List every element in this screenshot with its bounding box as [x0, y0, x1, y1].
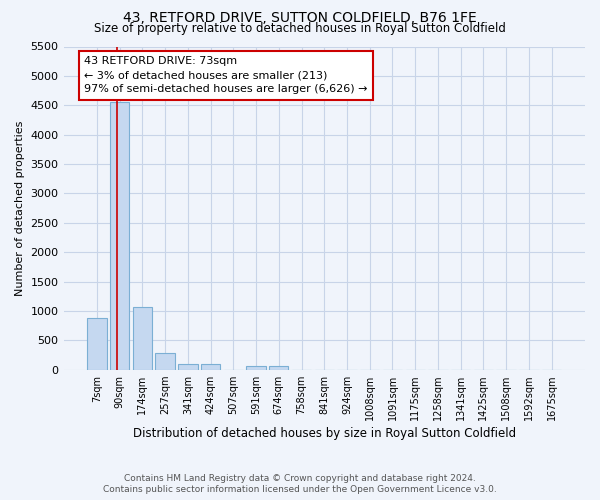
- Bar: [247, 366, 266, 370]
- Text: Size of property relative to detached houses in Royal Sutton Coldfield: Size of property relative to detached ho…: [94, 22, 506, 35]
- Bar: [178, 364, 197, 370]
- Text: 43, RETFORD DRIVE, SUTTON COLDFIELD, B76 1FE: 43, RETFORD DRIVE, SUTTON COLDFIELD, B76…: [123, 12, 477, 26]
- Y-axis label: Number of detached properties: Number of detached properties: [15, 120, 25, 296]
- Bar: [87, 318, 107, 370]
- Bar: [133, 308, 152, 370]
- Bar: [201, 364, 220, 370]
- Text: Contains HM Land Registry data © Crown copyright and database right 2024.
Contai: Contains HM Land Registry data © Crown c…: [103, 474, 497, 494]
- Bar: [110, 102, 130, 370]
- Bar: [269, 366, 289, 370]
- Text: 43 RETFORD DRIVE: 73sqm
← 3% of detached houses are smaller (213)
97% of semi-de: 43 RETFORD DRIVE: 73sqm ← 3% of detached…: [85, 56, 368, 94]
- X-axis label: Distribution of detached houses by size in Royal Sutton Coldfield: Distribution of detached houses by size …: [133, 427, 516, 440]
- Bar: [155, 352, 175, 370]
